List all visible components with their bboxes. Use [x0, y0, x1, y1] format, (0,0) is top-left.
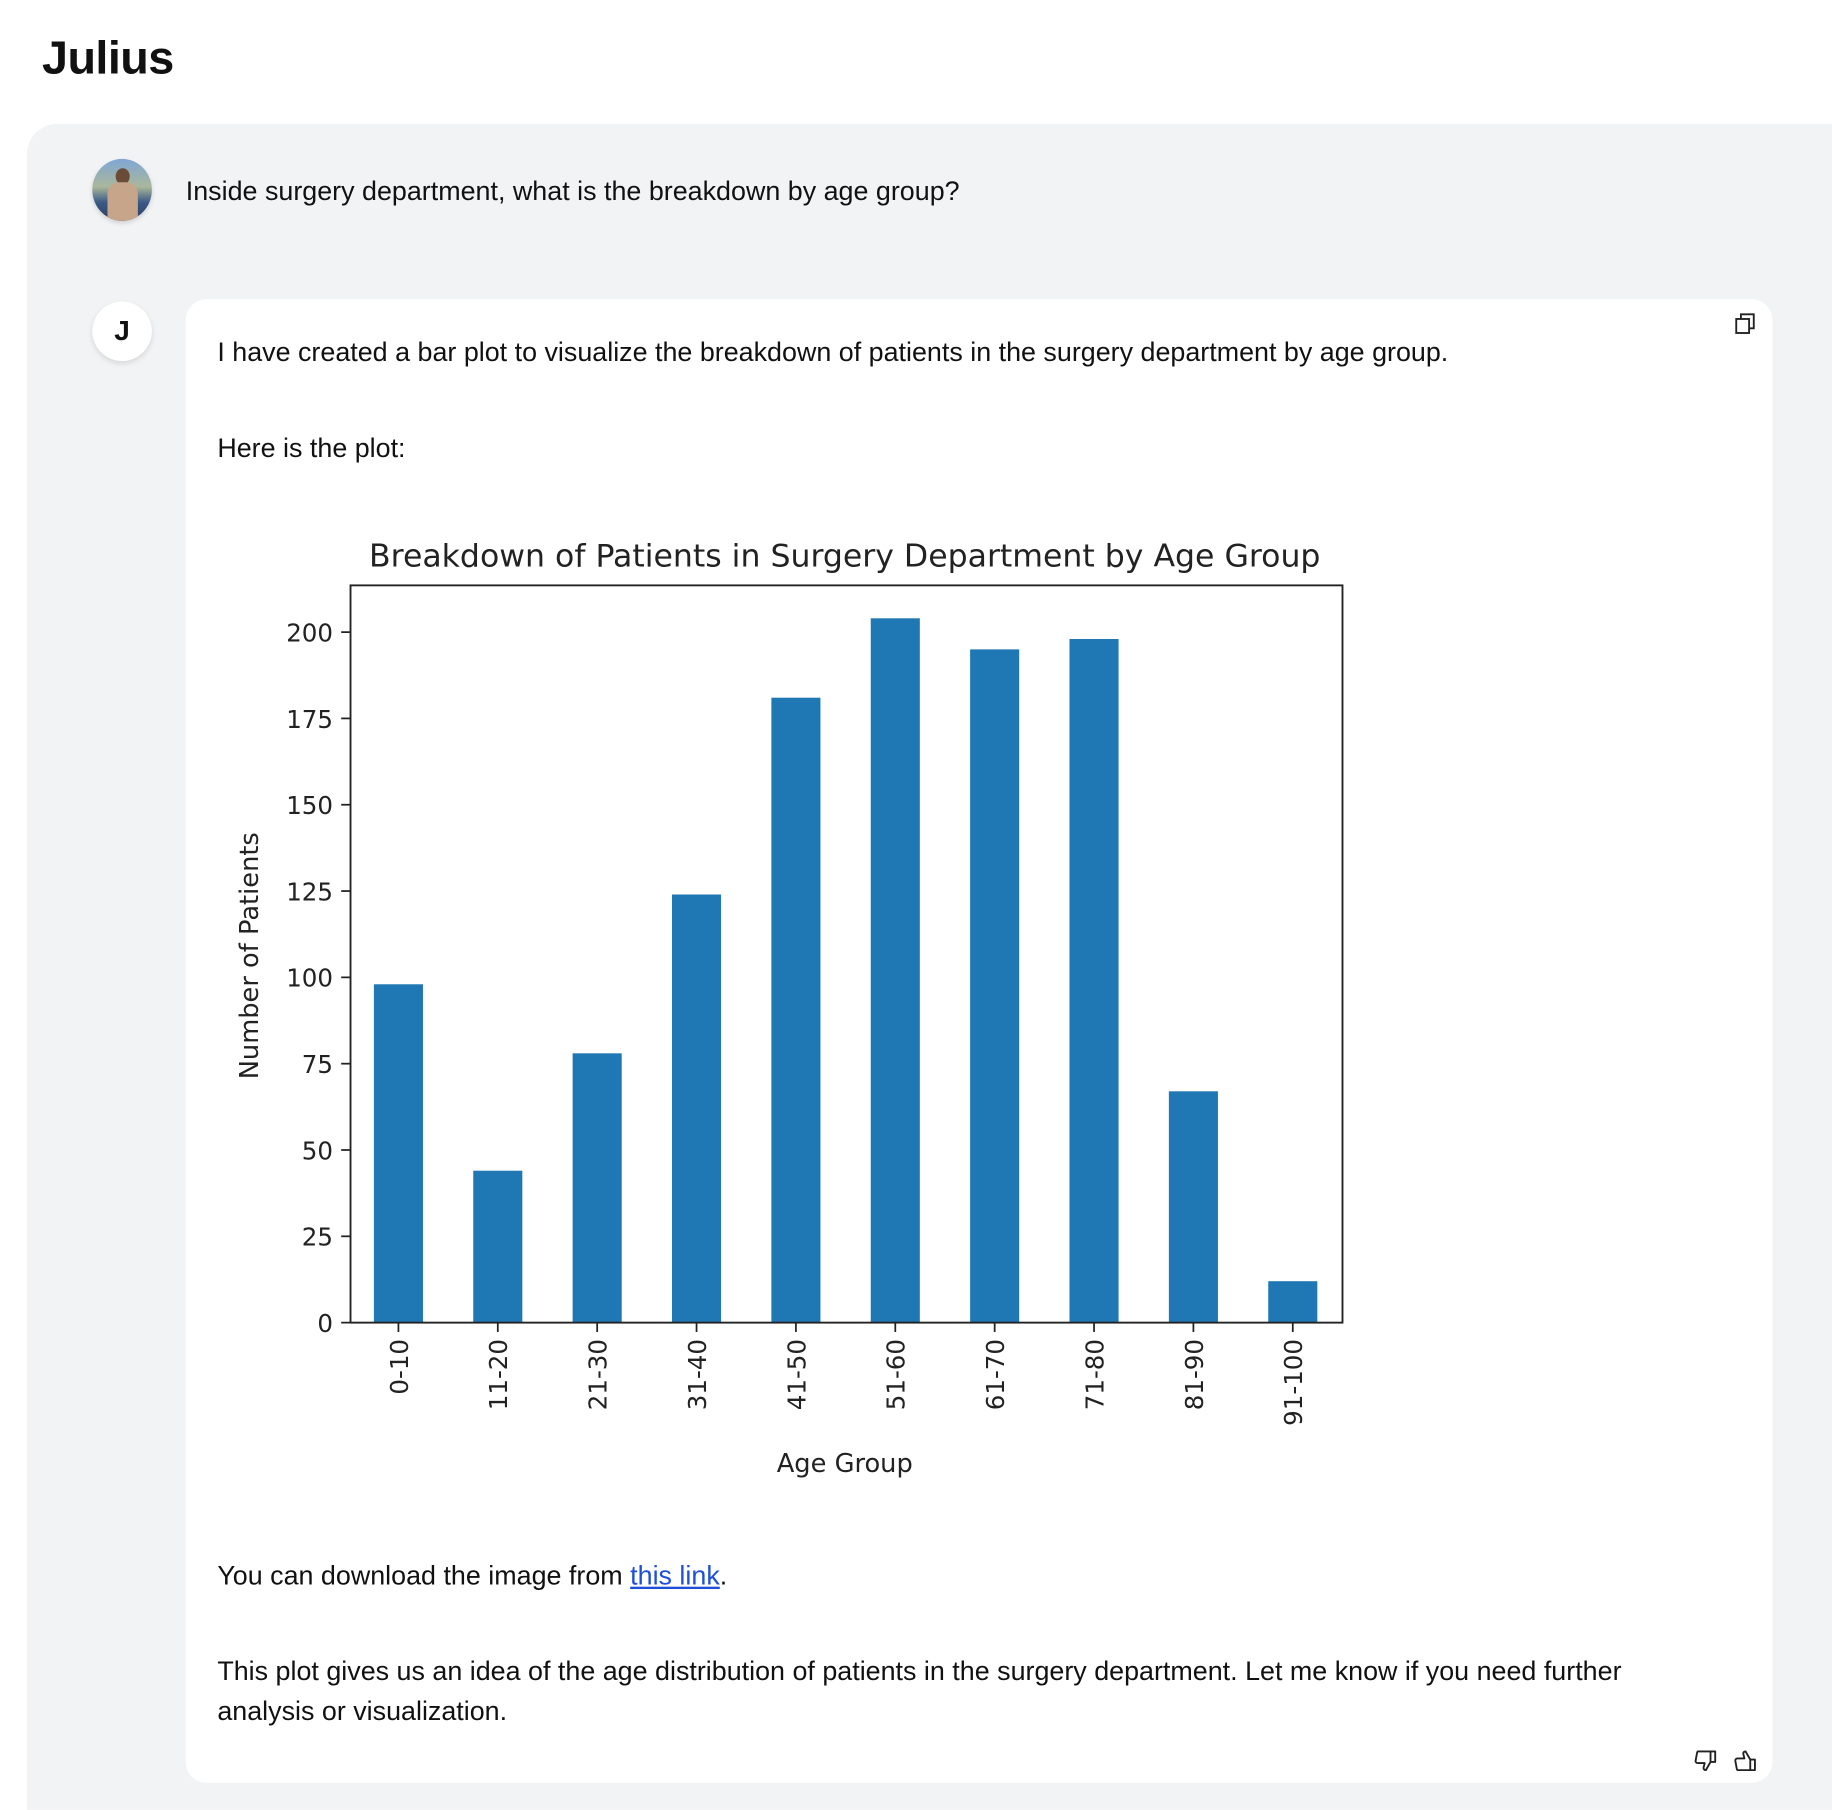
x-tick-label: 0-10 — [385, 1339, 414, 1395]
y-tick-label: 50 — [302, 1136, 333, 1165]
app-title: Julius — [42, 32, 174, 85]
closing-text: This plot gives us an idea of the age di… — [217, 1655, 1622, 1726]
y-tick-label: 0 — [317, 1309, 333, 1338]
download-prefix: You can download the image from — [217, 1559, 631, 1591]
bar-91-100 — [1268, 1281, 1318, 1323]
bar-21-30 — [572, 1053, 622, 1323]
user-avatar — [92, 158, 152, 221]
bar-61-70 — [970, 649, 1020, 1323]
x-tick-label: 91-100 — [1279, 1339, 1308, 1426]
y-tick-label: 125 — [286, 877, 333, 906]
user-message: Inside surgery department, what is the b… — [185, 175, 960, 206]
chart-title: Breakdown of Patients in Surgery Departm… — [369, 539, 1320, 575]
assistant-avatar: J — [92, 301, 152, 362]
x-tick-label: 31-40 — [683, 1339, 712, 1410]
x-tick-label: 51-60 — [882, 1339, 911, 1410]
y-tick-label: 100 — [286, 964, 333, 993]
assistant-here-text: Here is the plot: — [217, 432, 406, 463]
y-axis-label: Number of Patients — [235, 832, 265, 1079]
plot-frame — [349, 584, 1344, 1324]
y-tick-label: 200 — [286, 618, 333, 647]
bar-51-60 — [870, 618, 920, 1323]
bar-11-20 — [473, 1170, 523, 1323]
assistant-intro: I have created a bar plot to visualize t… — [217, 336, 1449, 367]
bar-81-90 — [1168, 1091, 1218, 1323]
bar-41-50 — [771, 697, 821, 1323]
y-tick-label: 25 — [302, 1223, 333, 1252]
x-tick-label: 41-50 — [782, 1339, 811, 1410]
thumbs-up-icon[interactable] — [1733, 1748, 1759, 1774]
thumbs-down-icon[interactable] — [1693, 1748, 1719, 1774]
x-tick-label: 61-70 — [981, 1339, 1010, 1410]
y-tick-label: 150 — [286, 791, 333, 820]
bar-31-40 — [672, 894, 722, 1323]
x-axis-label: Age Group — [777, 1449, 913, 1479]
bar-0-10 — [373, 984, 423, 1323]
bar-71-80 — [1069, 639, 1119, 1323]
copy-icon[interactable] — [1733, 311, 1759, 337]
y-tick-label: 75 — [302, 1050, 333, 1079]
download-link[interactable]: this link — [630, 1559, 720, 1591]
x-tick-label: 21-30 — [584, 1339, 613, 1410]
x-tick-label: 71-80 — [1080, 1339, 1109, 1410]
x-tick-label: 81-90 — [1180, 1339, 1209, 1410]
bar-chart: Breakdown of Patients in Surgery Departm… — [235, 539, 1344, 1479]
download-text: You can download the image from this lin… — [217, 1555, 727, 1595]
y-tick-label: 175 — [286, 705, 333, 734]
download-suffix: . — [719, 1559, 728, 1591]
x-tick-label: 11-20 — [484, 1339, 513, 1410]
